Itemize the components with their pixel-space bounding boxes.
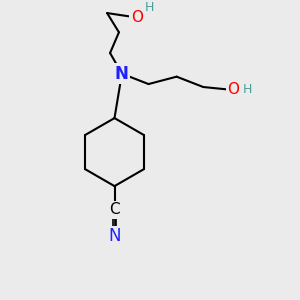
Text: O: O: [131, 10, 143, 25]
Text: O: O: [227, 82, 239, 98]
Text: H: H: [145, 1, 154, 13]
Text: N: N: [108, 227, 121, 245]
Text: H: H: [243, 83, 252, 97]
Text: N: N: [115, 65, 129, 83]
Text: C: C: [109, 202, 120, 217]
